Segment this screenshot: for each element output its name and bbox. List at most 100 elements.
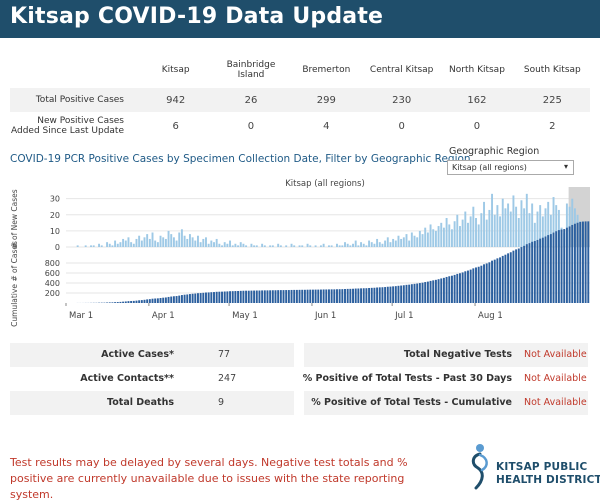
daily-bar — [162, 237, 165, 247]
region-filter-dropdown[interactable]: Kitsap (all regions) ▾ — [447, 160, 574, 175]
cumulative-bar — [322, 289, 325, 303]
daily-bar — [314, 245, 317, 247]
daily-bar — [172, 237, 175, 247]
cumulative-bar — [440, 278, 443, 303]
daily-bar — [418, 230, 421, 247]
cumulative-bar — [480, 265, 483, 303]
cumulative-bar — [319, 289, 322, 303]
cumulative-bar — [245, 290, 248, 303]
daily-bar — [400, 238, 403, 247]
daily-bar — [199, 242, 202, 247]
daily-bar — [496, 205, 499, 247]
daily-bar — [111, 245, 114, 247]
cumulative-bar — [119, 301, 122, 303]
y-tick-label: 20 — [50, 211, 60, 220]
daily-bar — [509, 211, 512, 247]
daily-bar — [210, 240, 213, 247]
daily-bar — [362, 243, 365, 247]
cumulative-bar — [568, 226, 571, 303]
daily-bar — [469, 216, 472, 247]
kitsap-health-logo: KITSAP PUBLIC HEALTH DISTRICT — [468, 442, 600, 490]
daily-bar — [501, 198, 504, 247]
cumulative-bar — [507, 253, 510, 303]
cumulative-bar — [325, 289, 328, 303]
stat-label: % Positive of Total Tests - Cumulative — [311, 397, 512, 408]
daily-bar — [156, 242, 159, 247]
cumulative-bar — [394, 286, 397, 303]
cumulative-bar — [483, 264, 485, 303]
daily-bar — [485, 219, 488, 247]
x-tick-label: May 1 — [232, 311, 258, 321]
cumulative-bar — [247, 290, 250, 303]
row-label: Total Positive Cases — [10, 88, 138, 112]
cumulative-bars — [76, 221, 590, 303]
daily-bar — [432, 229, 435, 247]
cumulative-bar — [370, 287, 373, 303]
cumulative-bar — [469, 269, 472, 303]
daily-bar — [106, 242, 109, 247]
daily-bar — [290, 243, 293, 247]
daily-bar — [389, 242, 392, 247]
cumulative-bar — [464, 271, 467, 303]
cumulative-bar — [175, 296, 178, 303]
cumulative-bar — [242, 290, 245, 303]
daily-bar — [376, 238, 379, 247]
cumulative-bar — [197, 293, 199, 303]
cumulative-bar — [202, 292, 205, 303]
daily-bar — [354, 240, 357, 247]
cumulative-ylabel-line: Cumulative # of Cases — [10, 241, 19, 327]
cumulative-bar — [362, 288, 365, 303]
daily-bar — [565, 203, 568, 247]
daily-bar — [146, 234, 149, 247]
cumulative-bar — [135, 300, 138, 303]
daily-ylabel-line: # of New Cases — [10, 189, 19, 248]
table-cell: 299 — [288, 88, 364, 112]
cumulative-bar — [491, 260, 494, 303]
daily-bar — [421, 234, 424, 247]
daily-bar — [531, 203, 534, 247]
cumulative-bar — [261, 290, 264, 303]
daily-bar — [183, 235, 186, 247]
cumulative-bar — [552, 232, 555, 303]
daily-bar — [84, 245, 87, 247]
cumulative-bar — [536, 239, 539, 303]
daily-bar — [523, 208, 526, 247]
daily-bar — [368, 240, 371, 247]
summary-header-row: Kitsap Bainbridge Island Bremerton Centr… — [10, 52, 590, 88]
daily-bar — [135, 238, 138, 247]
summary-table: Kitsap Bainbridge Island Bremerton Centr… — [10, 52, 590, 140]
daily-bar — [178, 232, 181, 247]
cumulative-bar — [218, 291, 221, 303]
table-cell: 0 — [473, 120, 481, 132]
cumulative-bar — [159, 298, 162, 303]
daily-bar — [202, 238, 205, 247]
daily-bar — [464, 211, 467, 247]
cumulative-bar — [488, 262, 491, 303]
daily-bar — [381, 243, 384, 247]
cumulative-bar — [584, 221, 587, 303]
logo-line-1: KITSAP PUBLIC — [496, 461, 588, 473]
cumulative-bar — [368, 288, 371, 303]
daily-bar — [215, 238, 218, 247]
cumulative-bar — [346, 288, 349, 303]
daily-ylabel: # of New Cases — [10, 189, 19, 248]
daily-bar — [330, 245, 333, 247]
daily-bar — [552, 197, 555, 247]
column-header: South Kitsap — [523, 65, 581, 75]
cumulative-bar — [384, 287, 387, 303]
cumulative-bar — [418, 283, 421, 303]
daily-bar — [148, 238, 151, 247]
cumulative-bar — [501, 255, 504, 303]
daily-bar — [405, 234, 408, 247]
cumulative-bar — [210, 292, 213, 303]
person-mark-icon — [471, 444, 488, 490]
daily-bar — [122, 238, 125, 247]
cumulative-bar — [547, 235, 550, 303]
daily-bar — [336, 243, 338, 247]
daily-bar — [143, 237, 146, 247]
page-title: Kitsap COVID-19 Data Update — [10, 4, 384, 29]
stat-row-active-cases: Active Cases* 77 — [10, 343, 294, 367]
daily-bar — [186, 238, 189, 247]
cumulative-bar — [338, 289, 341, 303]
cumulative-bar — [373, 287, 376, 303]
